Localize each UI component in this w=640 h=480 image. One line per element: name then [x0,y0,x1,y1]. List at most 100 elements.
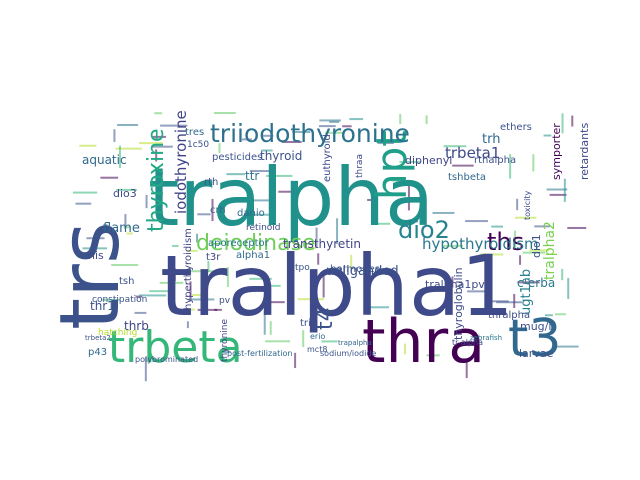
tiny-term-mark [567,226,587,229]
tiny-term-mark [321,340,338,343]
word-hypothyroidism: hypothyroidism [422,235,539,253]
word-thyroid: thyroid [260,149,302,163]
tiny-term-mark [567,278,570,299]
word-flame: flame [103,221,140,236]
word-alpha1: alpha1 [236,250,270,261]
word-trbeta2: trbeta2 [85,334,111,342]
tiny-term-mark [377,142,394,145]
word-trbeta1: trbeta1 [445,144,500,162]
word-hyperthyroidism: hyperthyroidism [183,228,194,310]
word-post-fertilization: post-fertilization [227,349,292,358]
word-constipation: constipation [92,295,147,305]
word-hpt: hpt [367,130,416,200]
tiny-term-mark [399,160,422,163]
word-aquatic: aquatic [82,153,127,167]
tiny-term-mark [317,253,320,265]
tiny-term-mark [268,284,281,287]
tiny-term-mark [307,246,316,249]
tiny-term-mark [556,345,579,348]
tiny-term-mark [116,188,137,191]
word-thyroxine: thyroxine [144,128,169,232]
word-1c50: 1c50 [187,140,209,150]
tiny-term-mark [372,222,391,225]
tiny-term-mark [467,290,486,293]
tiny-term-mark [278,190,295,193]
word-thralpha: thralpha [488,310,530,321]
word-trh: trh [482,132,500,147]
word-transthyretin: transthyretin [283,237,361,251]
tiny-term-mark [281,140,302,143]
tiny-term-mark [322,271,325,298]
tiny-term-mark [465,361,468,379]
tiny-term-mark [186,321,189,329]
word-ths: ths [487,228,524,256]
tiny-term-mark [86,237,105,240]
word-hatching: hatching [98,328,137,338]
tiny-term-mark [391,179,400,182]
word-pesticides: pesticides [212,152,262,163]
word-ethers: ethers [500,122,532,133]
tiny-term-mark [195,233,198,243]
tiny-term-mark [514,216,537,219]
tiny-term-mark [489,300,509,303]
word-tshbeta: tshbeta [448,172,486,183]
tiny-term-mark [214,308,222,311]
tiny-term-mark [367,198,376,201]
word-euthyroid: euthyroid [322,134,333,182]
tiny-term-mark [72,191,98,194]
tiny-term-mark [100,176,119,179]
tiny-term-mark [192,294,207,297]
tiny-term-mark [571,115,574,127]
word-trbeta: trbeta [108,322,243,373]
tiny-term-mark [563,178,566,202]
tiny-term-mark [118,145,121,169]
tiny-term-mark [207,260,210,272]
word-ttr: ttr [245,169,259,183]
tiny-term-mark [261,149,273,152]
word-thr1: thr1 [90,299,115,313]
tiny-term-mark [329,120,340,123]
tiny-term-mark [561,268,564,281]
word-dio2: dio2 [398,216,450,244]
tiny-term-mark [75,202,92,205]
tiny-term-mark [249,170,274,173]
tiny-term-mark [516,198,519,211]
word-p43: p43 [88,347,107,358]
word-iodothyronine: iodothyronine [172,110,190,214]
tiny-term-mark [218,143,221,154]
tiny-term-mark [135,295,143,298]
word-tsh: tsh [119,276,134,287]
tiny-term-mark [149,290,170,293]
word-thyroglobulin: thyroglobulin [452,267,465,340]
tiny-term-mark [544,314,553,317]
word-larvae: larvae [519,347,554,360]
word-t3r: t3r [206,252,221,263]
tiny-term-mark [188,249,198,252]
tiny-term-mark [350,254,353,270]
tiny-term-mark [452,164,474,167]
tiny-term-mark [144,357,147,382]
tiny-term-mark [443,244,464,247]
word-hormones: hormones [330,264,380,275]
tiny-term-mark [509,154,512,179]
tiny-term-mark [519,255,522,265]
word-unliganded: unliganded [326,264,399,279]
tiny-term-mark [399,113,402,124]
word-retardants: retardants [578,123,591,180]
word-t3: t3 [508,309,561,369]
tiny-term-mark [269,321,272,335]
word-dio3: dio3 [113,187,137,200]
tiny-term-mark [155,149,158,162]
tiny-term-mark [250,213,276,216]
word-retinoid: retinoid [246,223,281,233]
tiny-term-mark [496,301,523,304]
tiny-term-mark [184,308,195,311]
tiny-term-mark [134,311,147,314]
tiny-term-mark [294,352,297,369]
word-symporter: symporter [550,123,563,180]
tiny-term-mark [139,142,163,145]
tiny-term-mark [241,138,252,141]
tiny-term-mark [247,199,272,202]
tiny-term-mark [443,145,467,148]
